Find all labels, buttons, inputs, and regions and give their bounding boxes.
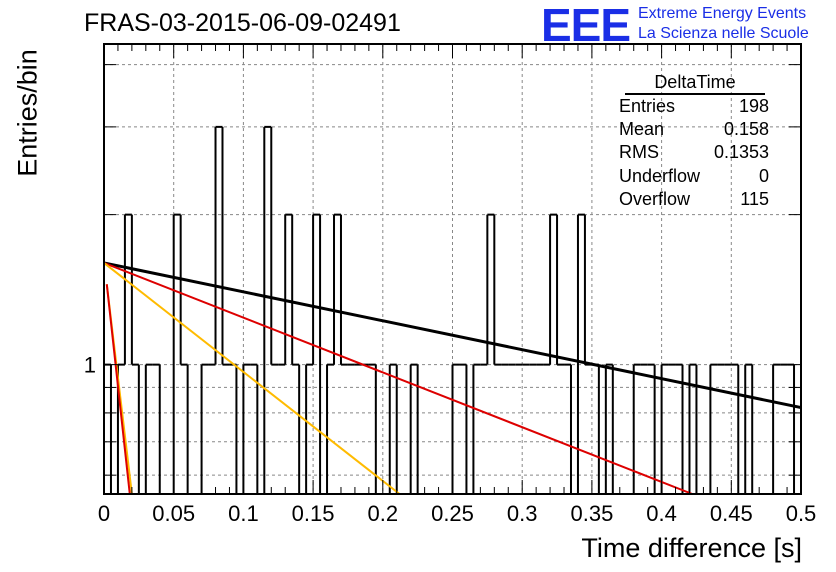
stats-value: 115 <box>740 188 769 209</box>
stats-label: Overflow <box>619 188 691 209</box>
chart-title: FRAS-03-2015-06-09-02491 <box>84 9 401 37</box>
x-tick-label: 0.15 <box>292 501 335 526</box>
eee-logo: EEE Extreme Energy Events La Scienza nel… <box>541 2 831 48</box>
stats-value: 0.1353 <box>713 142 769 163</box>
stats-value: 0.158 <box>723 119 769 140</box>
x-tick-label: 0 <box>98 501 110 526</box>
stats-box-title: DeltaTime <box>625 72 765 95</box>
y-tick-label: 1 <box>84 353 96 378</box>
stats-value: 198 <box>738 96 769 116</box>
fit-line <box>103 261 802 410</box>
stats-box: DeltaTime Entries 198 Mean 0.158 RMS 0.1… <box>611 72 779 211</box>
stats-row-mean: Mean 0.158 <box>611 118 779 141</box>
x-tick-label: 0.4 <box>646 501 677 526</box>
stats-label: RMS <box>619 142 659 163</box>
x-tick-label: 0.1 <box>228 501 259 526</box>
stats-row-underflow: Underflow 0 <box>611 165 779 188</box>
x-tick-label: 0.3 <box>507 501 538 526</box>
stats-label: Mean <box>619 119 665 140</box>
x-tick-label: 0.5 <box>786 501 817 526</box>
logo-line-2: La Scienza nelle Scuole <box>638 25 809 42</box>
stats-row-entries: Entries 198 <box>611 95 779 118</box>
stats-value: 0 <box>758 165 769 186</box>
x-tick-label: 0.05 <box>152 501 195 526</box>
fit-line <box>105 284 131 495</box>
stats-label: Underflow <box>619 165 701 186</box>
x-tick-label: 0.25 <box>431 501 474 526</box>
x-axis-label: Time difference [s] <box>581 533 802 563</box>
fit-line <box>103 262 401 495</box>
x-tick-label: 0.45 <box>710 501 753 526</box>
stats-row-overflow: Overflow 115 <box>611 188 779 211</box>
x-tick-label: 0.35 <box>570 501 613 526</box>
logo-mark: EEE <box>541 0 631 51</box>
fit-line <box>103 261 693 495</box>
stats-row-rms: RMS 0.1353 <box>611 141 779 164</box>
x-tick-label: 0.2 <box>368 501 399 526</box>
logo-line-1: Extreme Energy Events <box>638 5 807 22</box>
stats-label: Entries <box>619 96 676 116</box>
